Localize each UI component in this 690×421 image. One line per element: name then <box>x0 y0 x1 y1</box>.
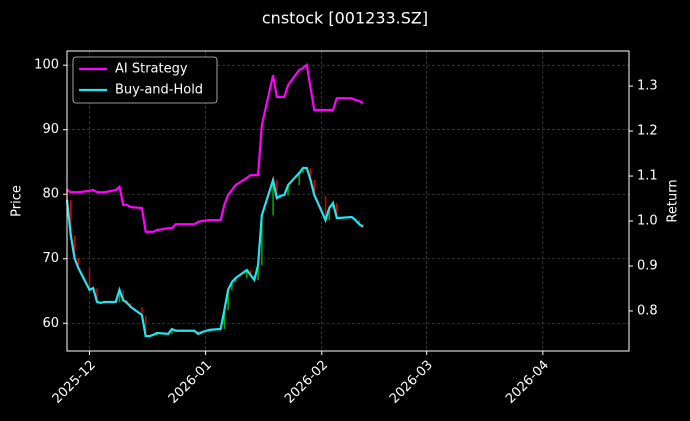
y2-tick-label: 1.1 <box>637 169 658 184</box>
y2-tick-label: 1.3 <box>637 79 658 94</box>
y2-tick-label: 1.2 <box>637 124 658 139</box>
y-tick-label: 100 <box>34 58 59 73</box>
plot-frame <box>66 50 630 352</box>
chart-title: cnstock [001233.SZ] <box>262 9 428 28</box>
legend-label: Buy-and-Hold <box>115 83 203 98</box>
legend-box <box>72 56 218 104</box>
y2-tick-label: 0.8 <box>637 303 658 318</box>
y2-axis-label: Return <box>666 179 681 222</box>
y-tick-label: 90 <box>42 122 59 137</box>
y2-tick-label: 1.0 <box>637 214 658 229</box>
y-axis-label: Price <box>10 185 25 217</box>
series-line <box>65 166 364 338</box>
y-tick-label: 70 <box>42 251 59 266</box>
series-line <box>66 62 364 233</box>
y-tick-label: 80 <box>42 187 59 202</box>
legend-label: AI Strategy <box>115 62 188 77</box>
y-tick-label: 60 <box>42 316 59 331</box>
y2-tick-label: 0.9 <box>637 258 658 273</box>
